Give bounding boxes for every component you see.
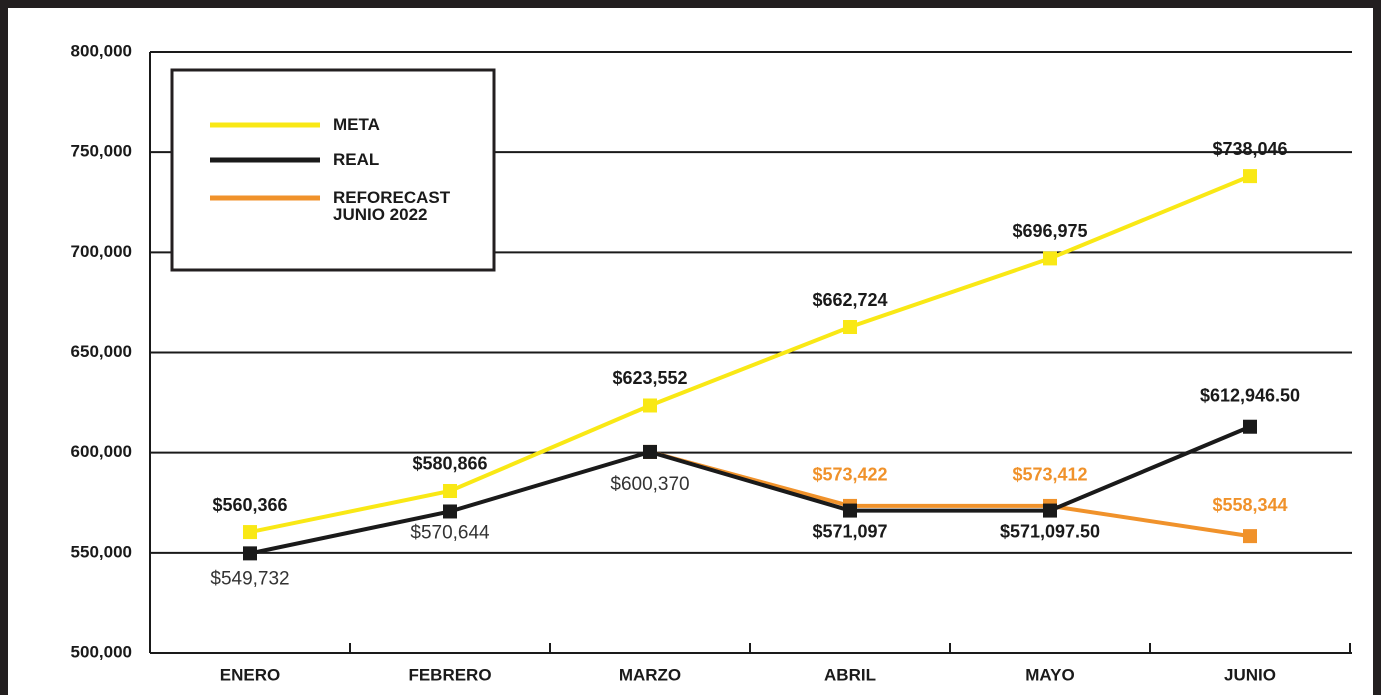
value-label: $571,097 [812,521,887,541]
value-label: $600,370 [610,474,689,495]
x-tick-label: FEBRERO [408,665,491,684]
value-label: $580,866 [412,454,487,474]
value-label: $570,644 [410,522,490,543]
value-label: $573,422 [812,465,887,485]
x-tick-label: MARZO [619,665,681,684]
value-label: $612,946.50 [1200,385,1300,405]
y-tick-label: 500,000 [71,642,132,661]
x-tick-label: ENERO [220,665,280,684]
value-label: $623,552 [612,368,687,388]
marker [1243,169,1257,184]
y-tick-label: 700,000 [71,242,132,261]
series-line [249,174,1251,535]
marker [643,444,657,459]
value-label: $573,412 [1012,465,1087,485]
y-tick-label: 750,000 [71,142,132,161]
marker [843,320,857,335]
y-tick-label: 550,000 [71,542,132,561]
x-tick-label: JUNIO [1224,665,1276,684]
y-tick-label: 800,000 [71,41,132,60]
value-label: $560,366 [212,495,287,515]
marker [243,525,257,540]
legend-label: META [333,116,380,134]
value-label: $696,975 [1012,221,1087,241]
legend-box [170,68,496,272]
value-label: $662,724 [812,290,887,310]
marker [243,546,257,561]
marker [1043,503,1057,518]
value-label: $558,344 [1212,495,1287,515]
legend-label: REFORECAST JUNIO 2022 [333,189,451,224]
value-label: $738,046 [1212,139,1287,159]
series-line [249,424,1251,556]
marker [643,398,657,413]
y-tick-label: 650,000 [71,342,132,361]
legend-entry: META [333,116,380,134]
legend-label: REAL [333,151,380,169]
value-label: $549,732 [210,568,289,589]
marker [1043,251,1057,266]
x-tick-label: ABRIL [824,665,876,684]
marker [443,504,457,519]
legend-entry: REAL [333,151,380,169]
y-tick-label: 600,000 [71,442,132,461]
marker [1243,529,1257,544]
x-tick-label: MAYO [1025,665,1074,684]
marker [443,483,457,498]
marker [843,503,857,518]
legend-entry: REFORECAST JUNIO 2022 [333,189,451,224]
series-line [649,449,1251,539]
value-label: $571,097.50 [1000,521,1100,541]
marker [1243,419,1257,434]
